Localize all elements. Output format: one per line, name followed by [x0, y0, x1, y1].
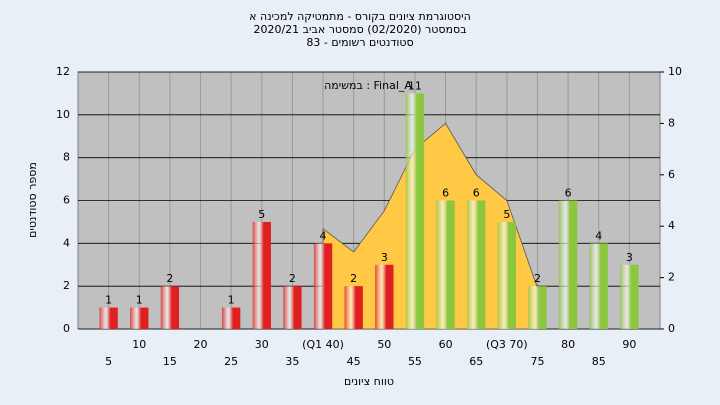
bar: [283, 286, 302, 329]
bar: [221, 307, 241, 329]
x-tick-label: 60: [439, 338, 453, 351]
x-tick-label: 25: [224, 355, 238, 368]
data-label: 6: [442, 187, 449, 200]
x-tick-label: 65: [469, 355, 483, 368]
bar: [344, 286, 363, 329]
data-label: 3: [626, 251, 633, 264]
y-axis-label: מספר סטודנטים: [26, 162, 39, 238]
x-tick-label: (Q1 40): [302, 338, 344, 351]
data-label: 6: [565, 187, 572, 200]
bar: [497, 221, 517, 329]
data-label: 5: [258, 208, 265, 221]
x-axis-label: טווח ציונים: [344, 375, 394, 388]
data-label: 11: [408, 79, 422, 92]
data-label: 4: [595, 229, 602, 242]
x-tick-label: 20: [194, 338, 208, 351]
data-label: 1: [228, 294, 235, 307]
y-tick-label: 12: [56, 65, 70, 78]
bar: [160, 286, 180, 329]
bar: [405, 93, 425, 330]
bar: [99, 307, 118, 329]
y-tick-label: 2: [63, 279, 70, 292]
x-tick-label: 30: [255, 338, 269, 351]
y-tick-label: 0: [63, 322, 70, 335]
x-tick-label: 80: [561, 338, 575, 351]
data-label: 5: [503, 208, 510, 221]
x-tick-label: 35: [285, 355, 299, 368]
y-tick-label: 6: [63, 194, 70, 207]
chart-subtitle: סטודנטים רשומים - 83: [306, 36, 413, 49]
bar: [252, 221, 271, 329]
bar: [313, 243, 333, 329]
y2-tick-label: 4: [668, 219, 675, 232]
bar: [558, 200, 578, 329]
y2-tick-label: 6: [668, 168, 675, 181]
x-tick-label: 75: [530, 355, 544, 368]
bar: [375, 264, 394, 329]
y-tick-label: 8: [63, 151, 70, 164]
chart-title: היסטוגרמת ציונים בקורס - מתמטיקה למכינה …: [249, 10, 471, 23]
x-tick-label: 55: [408, 355, 422, 368]
y-tick-label: 10: [56, 108, 70, 121]
data-label: 3: [381, 251, 388, 264]
data-label: 1: [105, 294, 112, 307]
chart-subtitle: בסמסטר (02/2020) סמסטר אביב 2020/21: [253, 23, 466, 36]
bar: [130, 307, 149, 329]
data-label: 2: [350, 272, 357, 285]
x-tick-label: 15: [163, 355, 177, 368]
data-label: 2: [166, 272, 173, 285]
data-label: 2: [534, 272, 541, 285]
bar: [436, 200, 455, 329]
annotation: במשימה : Final_A: [324, 79, 412, 92]
x-tick-label: 90: [622, 338, 636, 351]
data-label: 2: [289, 272, 296, 285]
x-tick-label: 45: [347, 355, 361, 368]
y2-tick-label: 0: [668, 322, 675, 335]
bar: [589, 243, 608, 329]
y2-tick-label: 2: [668, 271, 675, 284]
bar: [467, 200, 486, 329]
bar: [620, 264, 639, 329]
data-label: 4: [320, 229, 327, 242]
y2-tick-label: 10: [668, 65, 682, 78]
y2-tick-label: 8: [668, 116, 675, 129]
data-label: 6: [473, 187, 480, 200]
x-tick-label: 50: [377, 338, 391, 351]
x-tick-label: 5: [105, 355, 112, 368]
data-label: 1: [136, 294, 143, 307]
x-tick-label: (Q3 70): [486, 338, 528, 351]
y-tick-label: 4: [63, 236, 70, 249]
bar: [528, 286, 547, 329]
x-tick-label: 10: [132, 338, 146, 351]
x-tick-label: 85: [592, 355, 606, 368]
